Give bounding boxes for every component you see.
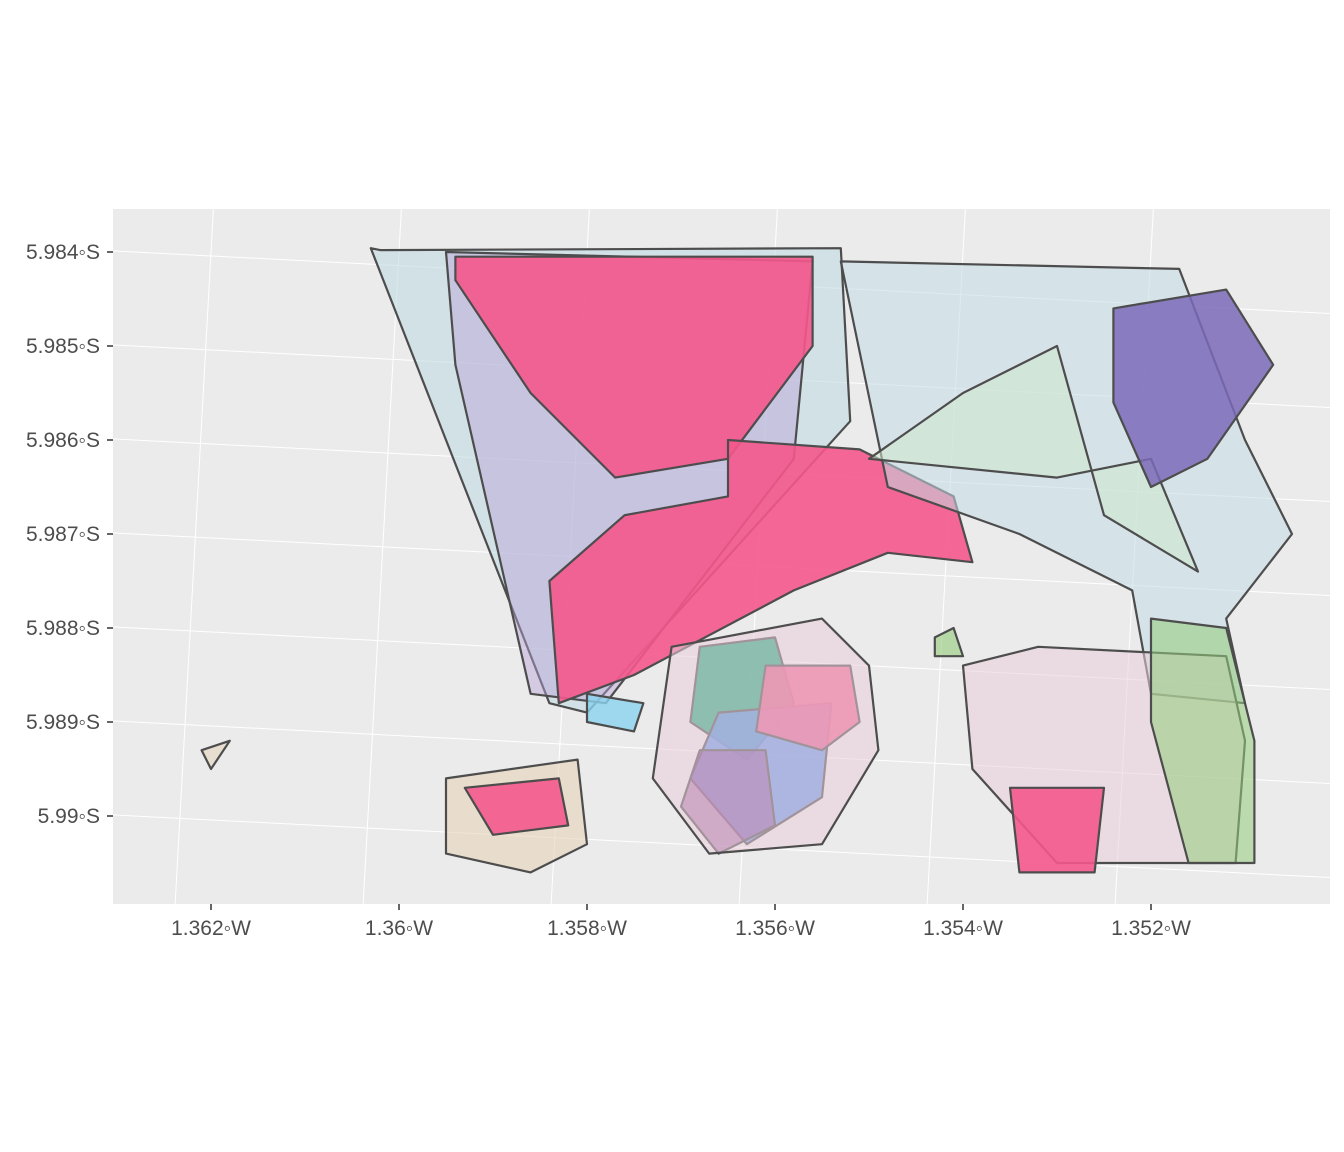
grid-line [362, 208, 402, 905]
map-polygon [1008, 786, 1106, 874]
x-tick-label: 1.362◦W [171, 917, 251, 940]
x-tick-label: 1.36◦W [365, 917, 433, 940]
polygon-layer [200, 247, 1294, 874]
y-tick-label: 5.987◦S [26, 523, 100, 546]
map-polygon [651, 617, 880, 855]
x-tick-label: 1.358◦W [547, 917, 627, 940]
x-tick-label: 1.354◦W [923, 917, 1003, 940]
map-polygon [1112, 288, 1275, 489]
x-tick-label: 1.352◦W [1111, 917, 1191, 940]
map-polygon [585, 692, 645, 733]
map-polygon [454, 255, 814, 479]
x-tick-label: 1.356◦W [735, 917, 815, 940]
x-axis: 1.362◦W 1.36◦W 1.358◦W 1.356◦W 1.354◦W 1… [171, 904, 1191, 940]
y-tick-label: 5.988◦S [26, 617, 100, 640]
y-tick-label: 5.984◦S [26, 241, 100, 264]
map-polygon [867, 344, 1200, 573]
map-polygon [200, 739, 231, 771]
y-tick-label: 5.989◦S [26, 711, 100, 734]
y-tick-label: 5.985◦S [26, 335, 100, 358]
y-tick-label: 5.99◦S [38, 805, 100, 828]
map-polygon [933, 626, 965, 658]
y-axis: 5.984◦S 5.985◦S 5.986◦S 5.987◦S 5.988◦S … [26, 241, 113, 828]
y-tick-label: 5.986◦S [26, 429, 100, 452]
map-polygon [463, 777, 570, 836]
grid-line [174, 208, 214, 905]
map-polygon [1149, 617, 1256, 865]
